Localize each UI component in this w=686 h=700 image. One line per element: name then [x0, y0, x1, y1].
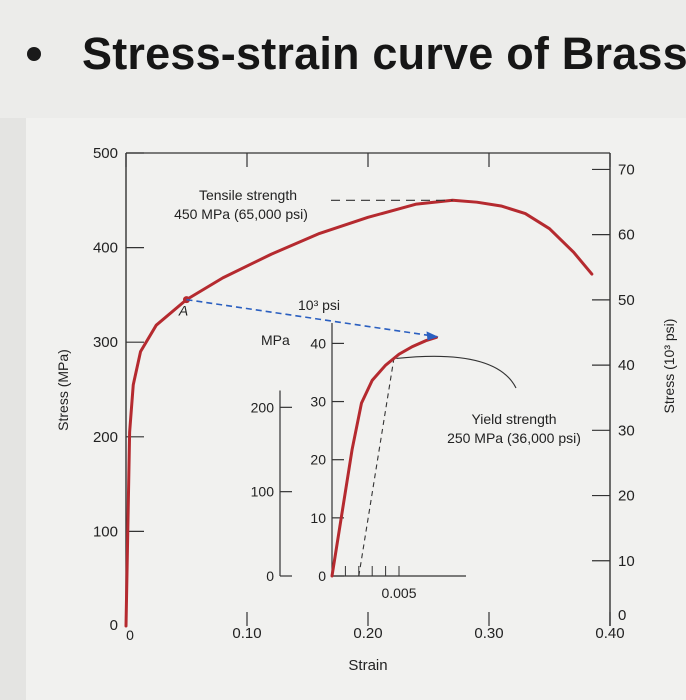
tensile-label-2: 450 MPa (65,000 psi): [174, 206, 308, 222]
inset-curve: [330, 335, 439, 578]
y-tick-label-400: 400: [93, 240, 118, 257]
inset-psi-title: 10³ psi: [298, 297, 340, 313]
y-tick-label-200: 200: [93, 429, 118, 446]
yield-label-2: 250 MPa (36,000 psi): [447, 430, 581, 446]
tensile-label-1: Tensile strength: [199, 187, 297, 203]
y2-tick-label-60: 60: [618, 227, 635, 244]
main-curve: [124, 198, 594, 628]
y-axis-title: Stress (MPa): [55, 349, 71, 431]
y2-axis-title: Stress (10³ psi): [661, 319, 677, 414]
y-tick-label-500: 500: [93, 145, 118, 162]
y-tick-label-0: 0: [110, 617, 118, 634]
inset-psi-label-2: 20: [310, 452, 326, 468]
slide-title: Stress-strain curve of Brass:: [82, 28, 686, 79]
slide-header: Stress-strain curve of Brass:: [0, 0, 686, 118]
chart-figure: 100 200 300 400 500 0 10 20 30 40 50 60 70 0 0.10 0.20 0…: [26, 118, 686, 700]
y2-tick-label-50: 50: [618, 292, 635, 309]
x-tick-label-0: 0: [126, 627, 134, 643]
y2-tick-label-0: 0: [618, 607, 626, 624]
inset-x-label: 0.005: [381, 585, 416, 601]
inset-mpa-title: MPa: [261, 332, 290, 348]
yield-leader: [396, 355, 517, 389]
x-tick-label-1: 0.10: [232, 625, 261, 642]
x-tick-label-2: 0.20: [353, 625, 382, 642]
inset-psi-label-0: 0: [318, 568, 326, 584]
transfer-arrow-line: [186, 298, 429, 337]
x-tick-label-4: 0.40: [595, 625, 624, 642]
inset-mpa-label-200: 200: [251, 399, 275, 415]
x-tick-label-3: 0.30: [474, 625, 503, 642]
y2-tick-label-40: 40: [618, 357, 635, 374]
inset-psi-label-1: 10: [310, 510, 326, 526]
y2-tick-label-70: 70: [618, 161, 635, 178]
y2-tick-label-20: 20: [618, 488, 635, 505]
point-a-label: A: [178, 303, 188, 319]
inset-psi-label-3: 30: [310, 394, 326, 410]
y2-tick-label-10: 10: [618, 553, 635, 570]
y-tick-label-100: 100: [93, 523, 118, 540]
bullet-icon: [27, 47, 41, 61]
inset-psi-label-4: 40: [310, 335, 326, 351]
yield-label-1: Yield strength: [471, 411, 556, 427]
offset-dashed-line: [358, 360, 395, 577]
y-tick-label-300: 300: [93, 334, 118, 351]
inset-mpa-label-100: 100: [251, 484, 275, 500]
y2-tick-label-30: 30: [618, 422, 635, 439]
inset-mpa-label-0: 0: [266, 568, 274, 584]
transfer-arrow-head: [426, 331, 439, 341]
x-axis-title: Strain: [348, 657, 387, 674]
